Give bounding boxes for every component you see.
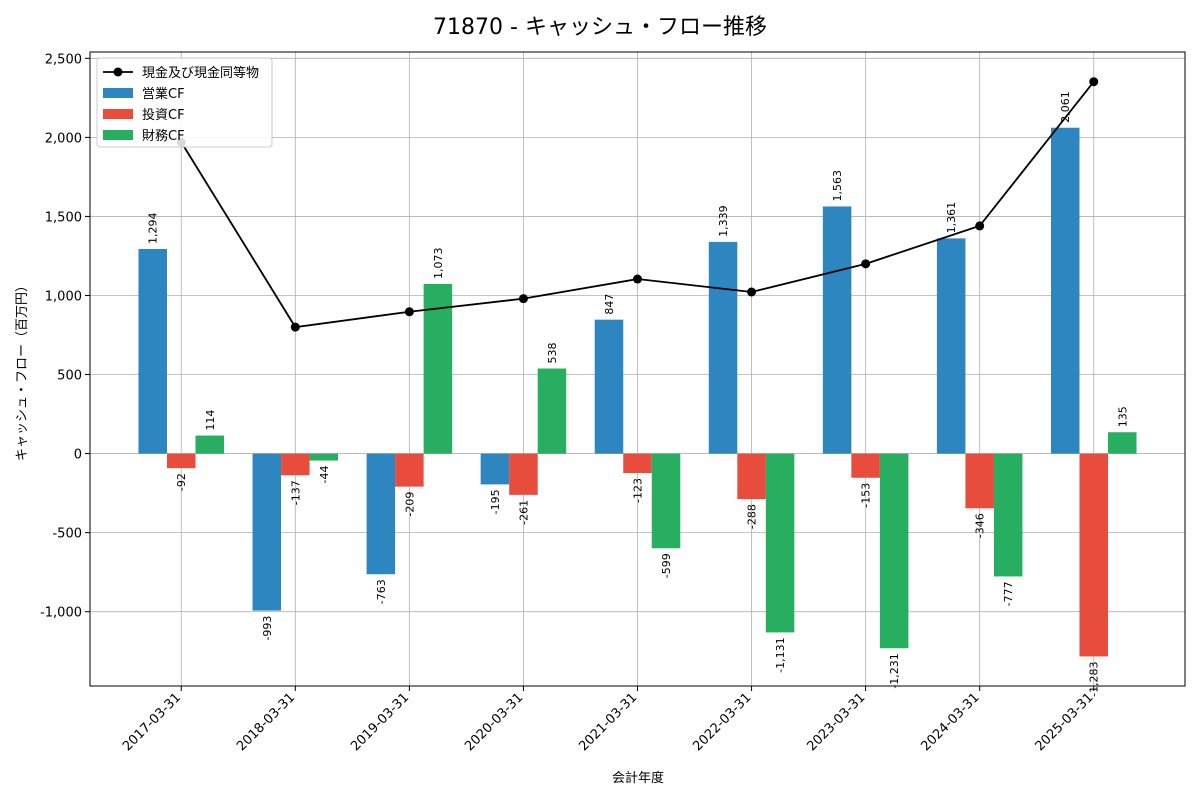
bar-財務CF	[993, 453, 1023, 577]
bar-財務CF	[1108, 432, 1137, 454]
bar-営業CF	[708, 241, 738, 454]
bar-財務CF	[765, 453, 795, 633]
chart-title: 71870 - キャッシュ・フロー推移	[433, 15, 767, 40]
data-label: -777	[1002, 581, 1015, 606]
legend-bar-swatch	[103, 109, 133, 119]
bar-layer	[138, 127, 1137, 657]
bar-財務CF	[423, 283, 453, 454]
cash-balance-point	[861, 259, 871, 269]
bar-投資CF	[281, 453, 310, 476]
legend-label: 投資CF	[142, 107, 185, 123]
data-label: 2,061	[1059, 91, 1072, 123]
bar-投資CF	[509, 453, 538, 495]
bar-営業CF	[1050, 127, 1080, 454]
data-label: -92	[175, 473, 188, 491]
data-label: -763	[375, 579, 388, 604]
data-label: 538	[546, 343, 559, 364]
data-label: -1,231	[888, 653, 901, 688]
bar-投資CF	[965, 453, 994, 509]
data-label: 114	[204, 410, 217, 431]
y-tick-label: -1,000	[40, 606, 82, 621]
bar-財務CF	[651, 453, 681, 549]
x-tick-label: 2023-03-31	[804, 690, 868, 754]
data-label: -1,283	[1088, 661, 1101, 696]
bar-投資CF	[166, 453, 196, 469]
bar-投資CF	[1079, 453, 1109, 657]
legend-label: 財務CF	[142, 129, 185, 144]
bar-投資CF	[737, 453, 766, 500]
bar-営業CF	[366, 453, 396, 575]
bar-営業CF	[252, 453, 282, 611]
cash-balance-point	[404, 307, 414, 317]
x-tick-label: 2018-03-31	[234, 690, 298, 754]
y-axis-label: キャッシュ・フロー（百万円）	[15, 279, 30, 461]
data-label: -137	[289, 480, 302, 505]
data-label: -1,131	[774, 637, 787, 672]
bar-営業CF	[480, 453, 510, 485]
data-label: 1,073	[432, 247, 445, 279]
data-label: 1,294	[147, 212, 160, 244]
x-tick-label: 2022-03-31	[690, 690, 754, 754]
x-tick-label: 2020-03-31	[462, 690, 526, 754]
legend-bar-swatch	[103, 130, 133, 140]
bar-営業CF	[936, 238, 966, 454]
cash-balance-point	[747, 287, 757, 297]
bar-投資CF	[851, 453, 880, 478]
legend-label: 現金及び現金同等物	[142, 65, 259, 81]
y-tick-label: 1,000	[45, 289, 82, 304]
cash-balance-point	[290, 322, 300, 332]
x-tick-label: 2017-03-31	[120, 690, 184, 754]
cash-balance-point	[633, 274, 642, 284]
line-layer	[176, 77, 1099, 332]
legend-bar-swatch	[103, 88, 133, 98]
cash-balance-point	[1089, 77, 1099, 87]
data-label: -123	[632, 478, 645, 503]
bar-営業CF	[822, 206, 852, 454]
y-tick-label: 500	[57, 369, 82, 384]
data-label: -288	[746, 504, 759, 529]
data-label: -599	[660, 553, 673, 578]
data-label: 1,361	[945, 202, 958, 234]
cash-balance-point	[975, 221, 985, 231]
x-tick-label: 2024-03-31	[918, 690, 982, 754]
data-label-layer: 1,294 -993 -763 -195 847 1,339 1,563 1,361 2,061…	[147, 91, 1130, 697]
y-tick-label: 2,500	[45, 52, 82, 67]
cash-balance-point	[518, 294, 528, 304]
data-label: -209	[403, 492, 416, 517]
x-tick-label: 2019-03-31	[348, 690, 412, 754]
x-tick-label: 2021-03-31	[576, 690, 640, 754]
x-axis-label: 会計年度	[612, 770, 664, 786]
data-label: -261	[517, 500, 530, 525]
legend-box	[96, 57, 273, 148]
bar-営業CF	[594, 319, 624, 454]
bar-財務CF	[879, 453, 909, 649]
x-tick-label: 2025-03-31	[1033, 690, 1097, 754]
y-tick-label: 2,000	[45, 131, 82, 146]
data-label: 135	[1116, 406, 1129, 427]
bar-財務CF	[195, 435, 225, 454]
data-label: -153	[860, 483, 873, 508]
y-tick-label: 1,500	[45, 210, 82, 225]
data-label: -346	[974, 513, 987, 538]
bar-財務CF	[537, 368, 567, 454]
data-label: 847	[603, 294, 616, 315]
data-label: 1,563	[831, 170, 844, 202]
data-label: -44	[318, 466, 331, 484]
bar-営業CF	[138, 248, 167, 454]
data-label: -993	[261, 616, 274, 641]
legend-label: 営業CF	[142, 86, 185, 102]
bar-投資CF	[623, 453, 652, 474]
bar-投資CF	[395, 453, 424, 487]
grid-layer	[90, 52, 1185, 686]
y-tick-label: 0	[74, 448, 82, 463]
legend-marker	[113, 67, 123, 77]
data-label: 1,339	[717, 205, 730, 237]
data-label: -195	[489, 489, 502, 514]
bar-財務CF	[309, 453, 339, 461]
y-tick-label: -500	[52, 527, 82, 542]
